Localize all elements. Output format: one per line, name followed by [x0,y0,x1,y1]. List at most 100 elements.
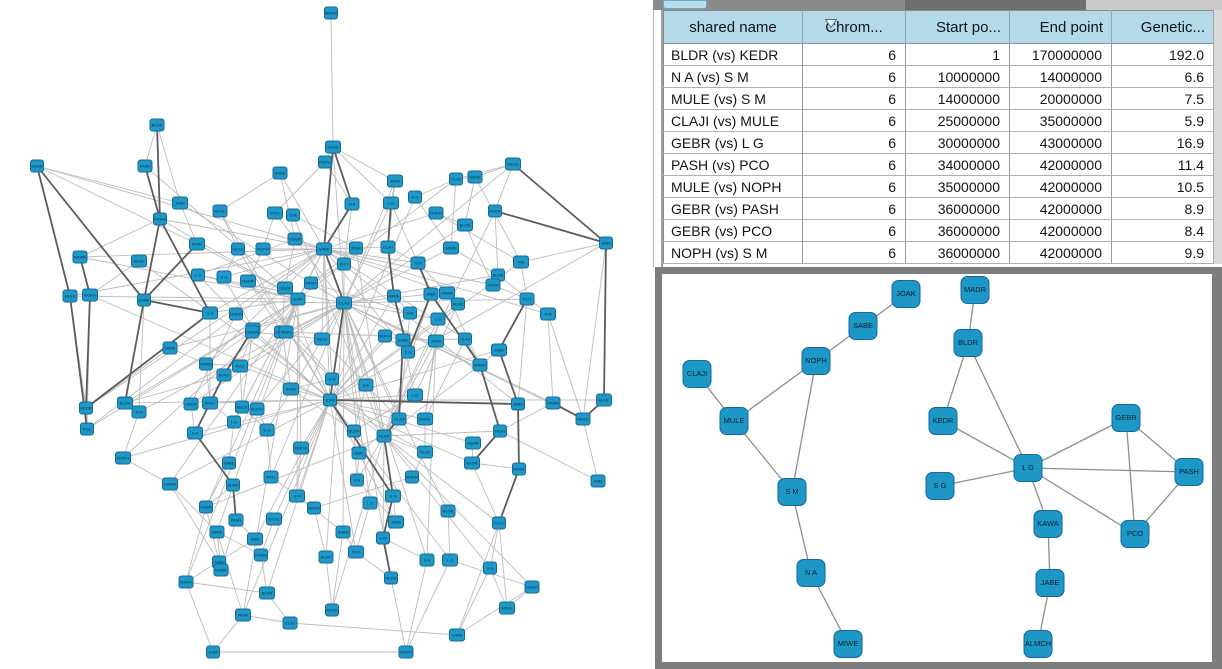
network-node[interactable]: BLDR [491,268,505,282]
table-row[interactable]: CLAJI (vs) MULE 6 25000000 35000000 5.9 [663,109,1214,132]
network-node[interactable]: PCO [232,359,248,373]
network-node[interactable]: MULE [325,603,339,617]
network-node[interactable]: N A [513,255,529,269]
network-node[interactable]: S M [286,208,300,222]
network-node[interactable]: JOAK [388,515,404,529]
network-node[interactable]: S G [216,270,232,284]
network-node[interactable]: MIWE [499,601,515,615]
table-cell[interactable]: 10.5 [1111,175,1214,198]
network-node[interactable]: PCO [263,470,279,484]
network-node[interactable]: S M [325,372,339,386]
network-node[interactable]: ALMC [131,254,147,268]
network-node[interactable]: JOAK [206,645,220,659]
network-node[interactable]: ALMC [451,297,465,311]
network-node[interactable]: MULE [62,289,78,303]
table-cell[interactable]: 6 [802,241,906,264]
table-cell[interactable]: BLDR (vs) KEDR [663,43,803,66]
network-node[interactable]: N A [419,553,435,567]
network-node[interactable]: ALMC [212,204,228,218]
table-cell[interactable]: 10000000 [905,65,1010,88]
network-node[interactable]: NOPH [115,451,131,465]
table-cell[interactable]: 5.9 [1111,109,1214,132]
filter-icon[interactable] [825,18,838,29]
table-cell[interactable]: 6 [802,109,906,132]
network-node[interactable]: SABE [222,456,236,470]
column-header-1[interactable]: Chrom... [802,10,906,44]
network-node[interactable]: MIWE [467,170,483,184]
network-node[interactable]: S G [401,345,415,359]
network-node[interactable]: KAWA [213,563,229,577]
table-cell[interactable]: 6 [802,43,906,66]
table-cell[interactable]: 20000000 [1009,87,1112,110]
table-cell[interactable]: PASH (vs) PCO [663,153,803,176]
small-network-canvas[interactable]: JOAK MADR SABE BLDR NOPH CLAJI MULE KEDR GEBR L G… [662,274,1212,662]
table-cell[interactable]: 25000000 [905,109,1010,132]
table-cell[interactable]: 34000000 [905,153,1010,176]
table-cell[interactable]: 6.6 [1111,65,1214,88]
network-node[interactable]: MULE [235,400,249,414]
network-node[interactable]: MIWE [417,412,433,426]
network-node[interactable]: PCO [267,206,283,220]
table-row[interactable]: NOPH (vs) S M 6 36000000 42000000 9.9 [663,241,1214,264]
network-node[interactable]: L G [227,415,241,429]
table-cell[interactable]: 11.4 [1111,153,1214,176]
network-node[interactable]: NOPH [318,155,332,169]
network-node[interactable]: NOPH [378,329,392,343]
network-node[interactable]: PCO [337,257,351,271]
network-node-bldr[interactable]: BLDR [953,329,983,357]
network-node[interactable]: JOAK [323,393,337,407]
network-node[interactable]: PCO [519,292,535,306]
network-node[interactable]: S G [483,561,497,575]
network-node[interactable]: MIWE [387,289,401,303]
network-node[interactable]: SABE [283,382,299,396]
network-node-sabe[interactable]: SABE [848,312,878,340]
table-cell[interactable]: 6 [802,65,906,88]
table-cell[interactable]: 36000000 [905,241,1010,264]
network-node-madr[interactable]: MADR [960,276,990,304]
table-cell[interactable]: 6 [802,175,906,198]
network-node-almch[interactable]: ALMCH [1023,630,1053,658]
table-cell[interactable]: 9.9 [1111,241,1214,264]
network-node[interactable]: BLDR [347,424,361,438]
network-node[interactable]: ALMC [318,550,334,564]
table-row[interactable]: PASH (vs) PCO 6 34000000 42000000 11.4 [663,153,1214,176]
network-node-lg[interactable]: L G [1013,454,1043,482]
table-cell[interactable]: 8.9 [1111,197,1214,220]
network-node[interactable]: MIWE [162,341,178,355]
network-node[interactable]: S M [376,531,390,545]
network-node[interactable]: PASH [278,325,294,339]
network-node[interactable]: S G [259,423,275,437]
network-node[interactable]: MULE [231,242,245,256]
network-node[interactable]: NOPH [307,501,321,515]
table-cell[interactable]: 36000000 [905,219,1010,242]
network-node[interactable]: SABE [137,293,151,307]
table-cell[interactable]: MULE (vs) S M [663,87,803,110]
table-row[interactable]: GEBR (vs) PCO 6 36000000 42000000 8.4 [663,219,1214,242]
network-node[interactable]: NOPH [82,288,98,302]
table-row[interactable]: GEBR (vs) PASH 6 36000000 42000000 8.9 [663,197,1214,220]
network-node[interactable]: SABE [449,628,465,642]
column-header-3[interactable]: End point [1009,10,1112,44]
network-node[interactable]: KAWA [545,396,561,410]
network-node[interactable]: NOPH [255,242,271,256]
table-cell[interactable]: 6 [802,131,906,154]
table-cell[interactable]: 8.4 [1111,219,1214,242]
network-node[interactable]: KEDR [464,456,480,470]
network-node[interactable]: CLAJ [458,332,472,346]
network-node[interactable]: CLAJ [336,296,352,310]
network-node[interactable]: MIWE [209,525,225,539]
network-node[interactable]: JABE [247,532,263,546]
table-cell[interactable]: CLAJI (vs) MULE [663,109,803,132]
network-node-noph[interactable]: NOPH [801,347,831,375]
table-cell[interactable]: 6 [802,197,906,220]
network-node[interactable]: N A [358,378,374,392]
network-node-kedr[interactable]: KEDR [928,407,958,435]
network-node[interactable]: PCO [348,545,364,559]
network-node[interactable]: N A [350,473,364,487]
table-cell[interactable]: 30000000 [905,131,1010,154]
network-node[interactable]: MADR [293,441,309,455]
network-node[interactable]: PASH [189,237,205,251]
table-cell[interactable]: 6 [802,153,906,176]
network-node[interactable]: MADR [178,575,194,589]
network-node[interactable]: JABE [511,397,525,411]
